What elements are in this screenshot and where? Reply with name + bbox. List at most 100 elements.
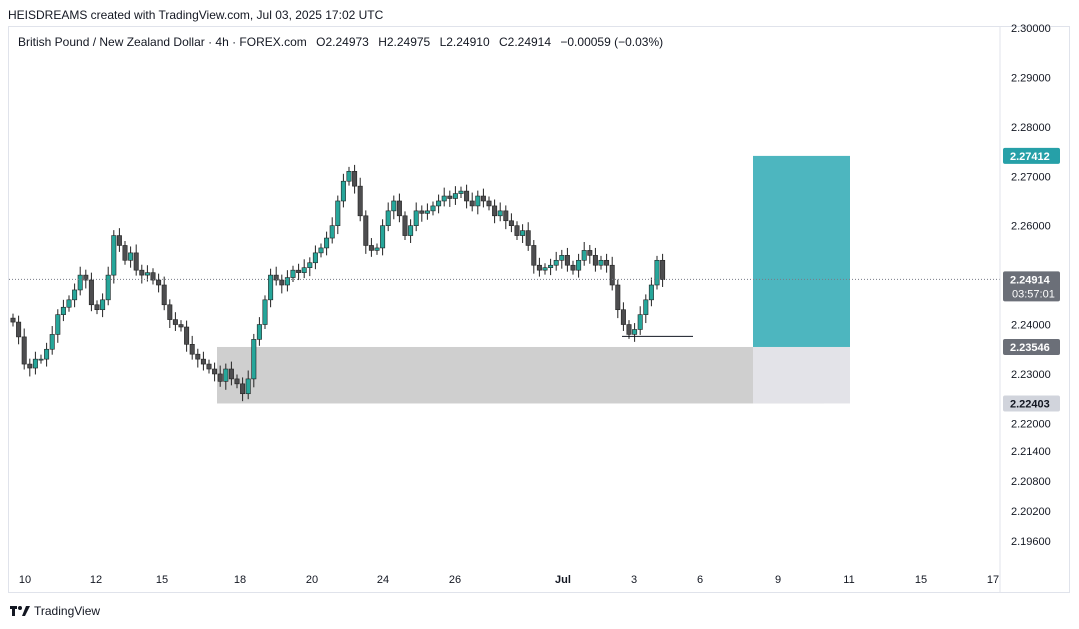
- candle-body[interactable]: [324, 237, 330, 249]
- candle-body[interactable]: [206, 363, 212, 370]
- candle-body[interactable]: [240, 383, 246, 395]
- candle-body[interactable]: [167, 304, 173, 320]
- demand-zone[interactable]: [217, 346, 824, 404]
- candle-body[interactable]: [200, 358, 206, 365]
- candle-body[interactable]: [480, 195, 486, 202]
- candle-body[interactable]: [139, 269, 145, 276]
- candle-body[interactable]: [587, 250, 593, 256]
- candle-body[interactable]: [128, 252, 134, 261]
- candle-body[interactable]: [604, 259, 610, 266]
- candle-body[interactable]: [44, 348, 50, 360]
- candle-body[interactable]: [570, 264, 576, 271]
- candle-body[interactable]: [189, 344, 195, 355]
- candle-body[interactable]: [520, 230, 526, 236]
- candle-body[interactable]: [312, 252, 318, 264]
- candle-body[interactable]: [469, 200, 475, 207]
- candle-body[interactable]: [430, 205, 436, 212]
- candle-body[interactable]: [111, 235, 117, 276]
- candle-body[interactable]: [525, 230, 531, 246]
- candle-body[interactable]: [256, 324, 262, 340]
- candle-body[interactable]: [492, 205, 498, 217]
- candle-body[interactable]: [368, 245, 374, 251]
- candle-body[interactable]: [94, 304, 100, 311]
- candle-body[interactable]: [626, 324, 632, 335]
- candle-body[interactable]: [363, 215, 369, 246]
- candle-body[interactable]: [16, 321, 22, 338]
- candle-body[interactable]: [340, 180, 346, 202]
- candle-body[interactable]: [559, 255, 565, 261]
- candle-body[interactable]: [178, 324, 184, 328]
- candle-body[interactable]: [122, 245, 128, 261]
- candle-body[interactable]: [335, 200, 341, 226]
- candle-body[interactable]: [144, 272, 150, 276]
- candle-body[interactable]: [195, 353, 201, 360]
- candle-body[interactable]: [660, 259, 666, 280]
- candle-body[interactable]: [133, 252, 139, 271]
- candle-body[interactable]: [497, 210, 503, 217]
- candle-body[interactable]: [27, 363, 33, 369]
- candle-body[interactable]: [156, 279, 162, 286]
- candle-body[interactable]: [228, 368, 234, 380]
- candle-body[interactable]: [223, 368, 229, 382]
- candle-body[interactable]: [284, 277, 290, 286]
- footer-brand[interactable]: TradingView: [10, 604, 100, 618]
- candle-body[interactable]: [262, 299, 268, 325]
- candle-body[interactable]: [592, 255, 598, 266]
- candle-body[interactable]: [396, 200, 402, 217]
- candle-body[interactable]: [553, 259, 559, 266]
- candle-body[interactable]: [380, 225, 386, 249]
- candle-body[interactable]: [21, 336, 27, 365]
- candle-body[interactable]: [514, 225, 520, 236]
- candle-body[interactable]: [436, 200, 442, 207]
- candle-body[interactable]: [161, 284, 167, 306]
- candle-body[interactable]: [609, 264, 615, 286]
- candle-body[interactable]: [301, 267, 307, 273]
- candle-body[interactable]: [632, 329, 638, 335]
- candle-body[interactable]: [391, 200, 397, 212]
- candle-body[interactable]: [172, 319, 178, 325]
- candle-body[interactable]: [374, 247, 380, 251]
- candle-body[interactable]: [83, 274, 89, 281]
- candle-body[interactable]: [486, 200, 492, 207]
- candle-body[interactable]: [38, 358, 44, 361]
- candle-body[interactable]: [452, 193, 458, 199]
- candle-body[interactable]: [10, 317, 16, 323]
- candle-body[interactable]: [419, 210, 425, 214]
- candle-body[interactable]: [234, 378, 240, 385]
- candle-body[interactable]: [245, 378, 251, 395]
- candle-body[interactable]: [77, 274, 83, 291]
- candle-body[interactable]: [620, 309, 626, 325]
- candle-body[interactable]: [413, 210, 419, 226]
- candle-body[interactable]: [402, 215, 408, 236]
- candle-body[interactable]: [184, 326, 190, 345]
- candle-body[interactable]: [576, 259, 582, 271]
- candle-body[interactable]: [88, 279, 94, 306]
- candle-body[interactable]: [648, 284, 654, 301]
- candle-body[interactable]: [279, 279, 285, 286]
- candle-body[interactable]: [385, 210, 391, 226]
- candle-body[interactable]: [212, 368, 218, 375]
- candle-body[interactable]: [475, 195, 481, 207]
- candle-body[interactable]: [441, 195, 447, 202]
- candle-body[interactable]: [60, 306, 66, 315]
- candle-body[interactable]: [654, 259, 660, 286]
- candle-body[interactable]: [55, 314, 61, 335]
- candle-body[interactable]: [307, 262, 313, 269]
- candle-body[interactable]: [503, 210, 509, 222]
- candle-body[interactable]: [408, 225, 414, 236]
- candle-body[interactable]: [318, 247, 324, 254]
- candle-body[interactable]: [536, 264, 542, 271]
- candle-body[interactable]: [66, 299, 72, 308]
- candle-body[interactable]: [637, 314, 643, 330]
- stop-loss-zone[interactable]: [753, 346, 850, 404]
- candle-body[interactable]: [296, 269, 302, 273]
- candle-body[interactable]: [424, 210, 430, 214]
- candle-body[interactable]: [251, 339, 257, 380]
- candle-body[interactable]: [548, 264, 554, 269]
- candle-body[interactable]: [116, 235, 122, 246]
- candle-body[interactable]: [346, 171, 352, 182]
- candle-body[interactable]: [564, 255, 570, 266]
- candle-body[interactable]: [464, 190, 470, 202]
- take-profit-zone[interactable]: [753, 155, 850, 347]
